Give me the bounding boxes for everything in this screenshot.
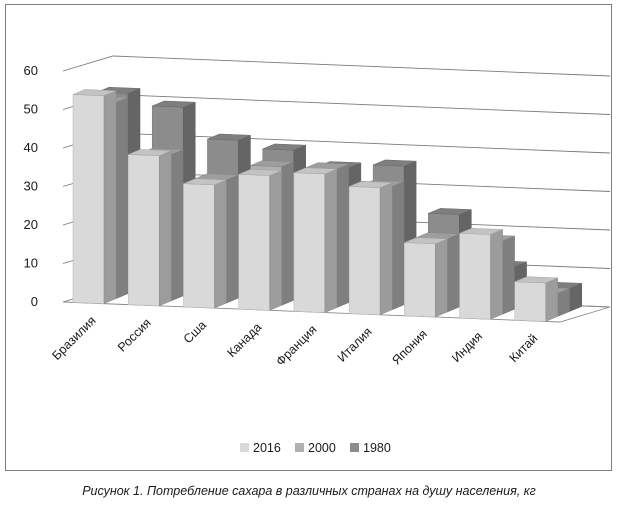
x-axis-ticks: Бразилия Россия Сша Канада Франция Италия Япон… xyxy=(49,314,540,369)
legend-swatch xyxy=(240,443,249,452)
x-tick-label: Индия xyxy=(449,329,485,365)
legend-label: 2000 xyxy=(308,441,336,455)
gridline xyxy=(62,94,611,115)
x-tick-label: Япония xyxy=(389,327,430,368)
bar xyxy=(348,181,393,316)
y-tick-label: 30 xyxy=(24,179,38,194)
y-tick-label: 0 xyxy=(31,294,38,309)
bar xyxy=(293,167,338,313)
x-tick-label: Италия xyxy=(335,325,375,365)
bars xyxy=(72,86,583,322)
x-tick-label: Франция xyxy=(273,322,319,368)
gridline xyxy=(62,55,611,77)
legend-label: 2016 xyxy=(253,441,281,455)
y-tick-label: 40 xyxy=(24,140,38,155)
y-tick-label: 20 xyxy=(24,217,38,232)
bar xyxy=(238,169,282,311)
y-tick-label: 50 xyxy=(24,102,38,117)
y-tick-label: 60 xyxy=(24,63,38,78)
y-tick-label: 10 xyxy=(24,256,38,271)
x-tick-label: Китай xyxy=(507,331,541,365)
x-tick-label: Сша xyxy=(181,318,209,346)
legend: 2016 2000 1980 xyxy=(240,441,391,455)
y-axis-ticks: 0 10 20 30 40 50 60 xyxy=(24,63,38,309)
x-tick-label: Канада xyxy=(224,320,264,360)
legend-swatch xyxy=(295,443,304,452)
bar xyxy=(404,237,448,318)
bar xyxy=(459,228,503,320)
bar xyxy=(72,89,117,305)
bar xyxy=(514,276,559,322)
legend-label: 1980 xyxy=(363,441,391,455)
bar xyxy=(183,178,227,309)
x-tick-label: Бразилия xyxy=(49,314,98,363)
legend-swatch xyxy=(350,443,359,452)
figure-caption: Рисунок 1. Потребление сахара в различны… xyxy=(82,484,536,498)
x-tick-label: Россия xyxy=(115,316,154,355)
bar xyxy=(127,149,172,307)
